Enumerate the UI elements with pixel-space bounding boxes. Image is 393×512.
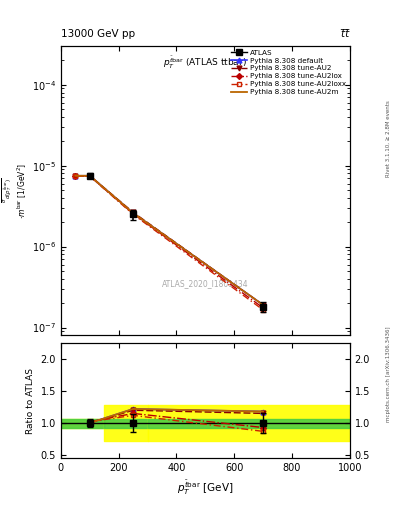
- Text: mcplots.cern.ch [arXiv:1306.3436]: mcplots.cern.ch [arXiv:1306.3436]: [386, 326, 391, 421]
- Y-axis label: $\frac{1}{\sigma}\frac{d\sigma}{d(p_T^{\bar{t}\mathrm{bar}})}$
$\cdot m^{\mathrm: $\frac{1}{\sigma}\frac{d\sigma}{d(p_T^{\…: [0, 163, 29, 219]
- Y-axis label: Ratio to ATLAS: Ratio to ATLAS: [26, 368, 35, 434]
- Text: 13000 GeV pp: 13000 GeV pp: [61, 29, 135, 39]
- Text: Rivet 3.1.10, ≥ 2.8M events: Rivet 3.1.10, ≥ 2.8M events: [386, 100, 391, 177]
- Text: t̅t̅: t̅t̅: [342, 29, 350, 39]
- Legend: ATLAS, Pythia 8.308 default, Pythia 8.308 tune-AU2, Pythia 8.308 tune-AU2lox, Py: ATLAS, Pythia 8.308 default, Pythia 8.30…: [231, 50, 346, 95]
- X-axis label: $p^{\bar{t}\mathrm{bar}}_T$ [GeV]: $p^{\bar{t}\mathrm{bar}}_T$ [GeV]: [177, 479, 233, 497]
- Text: $p_T^{\bar{t}\mathrm{bar}}$ (ATLAS ttbar): $p_T^{\bar{t}\mathrm{bar}}$ (ATLAS ttbar…: [163, 55, 247, 71]
- Text: ATLAS_2020_I1801434: ATLAS_2020_I1801434: [162, 279, 249, 288]
